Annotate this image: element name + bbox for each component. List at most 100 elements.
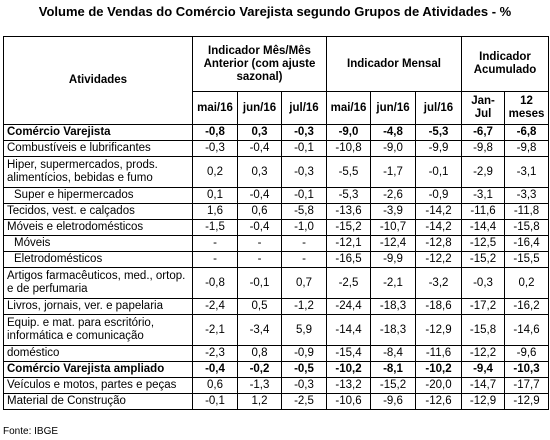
cell: -1,2 <box>281 298 327 315</box>
cell: 0,3 <box>237 156 282 188</box>
table-row: Eletrodomésticos - - - -16,5 -9,9 -12,2 -15,2 -1… <box>3 251 550 268</box>
cell: -9,0 <box>370 140 416 157</box>
cell: -12,5 <box>461 235 506 252</box>
cell: -12,4 <box>370 235 416 252</box>
table-row: Equip. e mat. para escritório, informáti… <box>3 314 550 346</box>
cell: -0,3 <box>281 124 327 141</box>
cell: -15,2 <box>370 377 416 394</box>
cell: -11,8 <box>504 203 550 220</box>
table-head: Atividades Indicador Mês/Mês Anterior (c… <box>3 36 550 125</box>
group-row: Atividades Indicador Mês/Mês Anterior (c… <box>3 36 550 125</box>
cell: -17,2 <box>461 298 506 315</box>
subheader: mai/16 <box>192 91 238 125</box>
cell: -4,8 <box>370 124 416 141</box>
cell: - <box>192 235 238 252</box>
cell: -17,7 <box>504 377 550 394</box>
cell: -9,8 <box>504 140 550 157</box>
cell: -10,8 <box>326 140 371 157</box>
table-row: Comércio Varejista ampliado -0,4 -0,2 -0,5-… <box>3 361 550 378</box>
cell: -9,0 <box>326 124 371 141</box>
cell: -9,9 <box>414 140 463 157</box>
cell: -3,1 <box>461 187 506 204</box>
cell: -10,3 <box>504 361 550 378</box>
cell: -14,7 <box>461 377 506 394</box>
row-label: Super e hipermercados <box>3 187 193 204</box>
group-header: Indicador Mês/Mês Anterior (com ajuste s… <box>192 36 327 92</box>
cell: -5,3 <box>326 187 371 204</box>
cell: 0,1 <box>192 187 238 204</box>
cell: - <box>281 251 327 268</box>
cell: -10,7 <box>370 219 416 236</box>
cell: - <box>237 251 282 268</box>
cell: -0,5 <box>281 361 327 378</box>
cell: -13,2 <box>326 377 371 394</box>
cell: 5,9 <box>281 314 327 346</box>
cell: -1,3 <box>237 377 282 394</box>
cell: -0,9 <box>281 345 327 362</box>
table-row: Veículos e motos, partes e peças 0,6 -1,3-… <box>3 377 550 394</box>
row-label: Combustíveis e lubrificantes <box>3 140 193 157</box>
cell: -3,2 <box>414 267 463 299</box>
cell: -0,4 <box>237 187 282 204</box>
table-row: Tecidos, vest. e calçados 1,6 0,6 -5,8 -13,6… <box>3 203 550 220</box>
table-body: Comércio Varejista -0,8 0,3 -0,3 -9,0 -4,8 -5,… <box>3 124 550 410</box>
cell: -9,8 <box>461 140 506 157</box>
cell: 0,5 <box>237 298 282 315</box>
cell: - <box>237 235 282 252</box>
cell: -12,6 <box>414 393 463 410</box>
cell: -14,2 <box>414 203 463 220</box>
cell: - <box>281 235 327 252</box>
cell: -9,4 <box>461 361 506 378</box>
cell: -12,9 <box>414 314 463 346</box>
cell: -9,6 <box>370 393 416 410</box>
column-header: Atividades <box>3 36 193 125</box>
table-row: Comércio Varejista -0,8 0,3 -0,3 -9,0 -4,8 -5,… <box>3 124 550 141</box>
cell: 0,2 <box>192 156 238 188</box>
subheader: jul/16 <box>281 91 327 125</box>
cell: -12,9 <box>461 393 506 410</box>
row-label: Artigos farmacêuticos, med., ortop. e de… <box>3 267 193 299</box>
table-row: Hiper, supermercados, prods. alimentício… <box>3 156 550 188</box>
title: Volume de Vendas do Comércio Varejista s… <box>38 4 512 19</box>
cell: 0,6 <box>192 377 238 394</box>
cell: -16,4 <box>504 235 550 252</box>
subheader: Jan-Jul <box>461 91 506 125</box>
cell: -0,3 <box>281 377 327 394</box>
cell: 0,8 <box>237 345 282 362</box>
row-label: Móveis <box>3 235 193 252</box>
cell: -15,8 <box>461 314 506 346</box>
cell: -1,0 <box>281 219 327 236</box>
cell: -12,1 <box>326 235 371 252</box>
table-row: Artigos farmacêuticos, med., ortop. e de… <box>3 267 550 299</box>
cell: -2,5 <box>281 393 327 410</box>
cell: -0,9 <box>414 187 463 204</box>
cell: -0,1 <box>414 156 463 188</box>
cell: -15,2 <box>326 219 371 236</box>
cell: -9,6 <box>504 345 550 362</box>
cell: -13,6 <box>326 203 371 220</box>
cell: -1,7 <box>370 156 416 188</box>
cell: -0,4 <box>237 140 282 157</box>
row-label: Material de Construção <box>3 393 193 410</box>
cell: -5,5 <box>326 156 371 188</box>
cell: -9,9 <box>370 251 416 268</box>
row-label: Tecidos, vest. e calçados <box>3 203 193 220</box>
table-row: Móveis e eletrodomésticos -1,5 -0,4 -1,0 -15… <box>3 219 550 236</box>
cell: -2,3 <box>192 345 238 362</box>
table-row: Super e hipermercados 0,1 -0,4 -0,1 -5,3 -2,6… <box>3 187 550 204</box>
row-label: Hiper, supermercados, prods. alimentício… <box>3 156 193 188</box>
cell: -2,1 <box>370 267 416 299</box>
table-row: Livros, jornais, ver. e papelaria -2,4 0,5… <box>3 298 550 315</box>
subheader: 12 meses <box>504 91 550 125</box>
cell: 1,2 <box>237 393 282 410</box>
cell: -12,2 <box>414 251 463 268</box>
cell: -8,4 <box>370 345 416 362</box>
cell: -15,4 <box>326 345 371 362</box>
data-table: Atividades Indicador Mês/Mês Anterior (c… <box>3 36 550 410</box>
cell: -2,9 <box>461 156 506 188</box>
row-label: Equip. e mat. para escritório, informáti… <box>3 314 193 346</box>
cell: -0,2 <box>237 361 282 378</box>
cell: -0,8 <box>192 267 238 299</box>
cell: -0,1 <box>192 393 238 410</box>
cell: -10,6 <box>326 393 371 410</box>
